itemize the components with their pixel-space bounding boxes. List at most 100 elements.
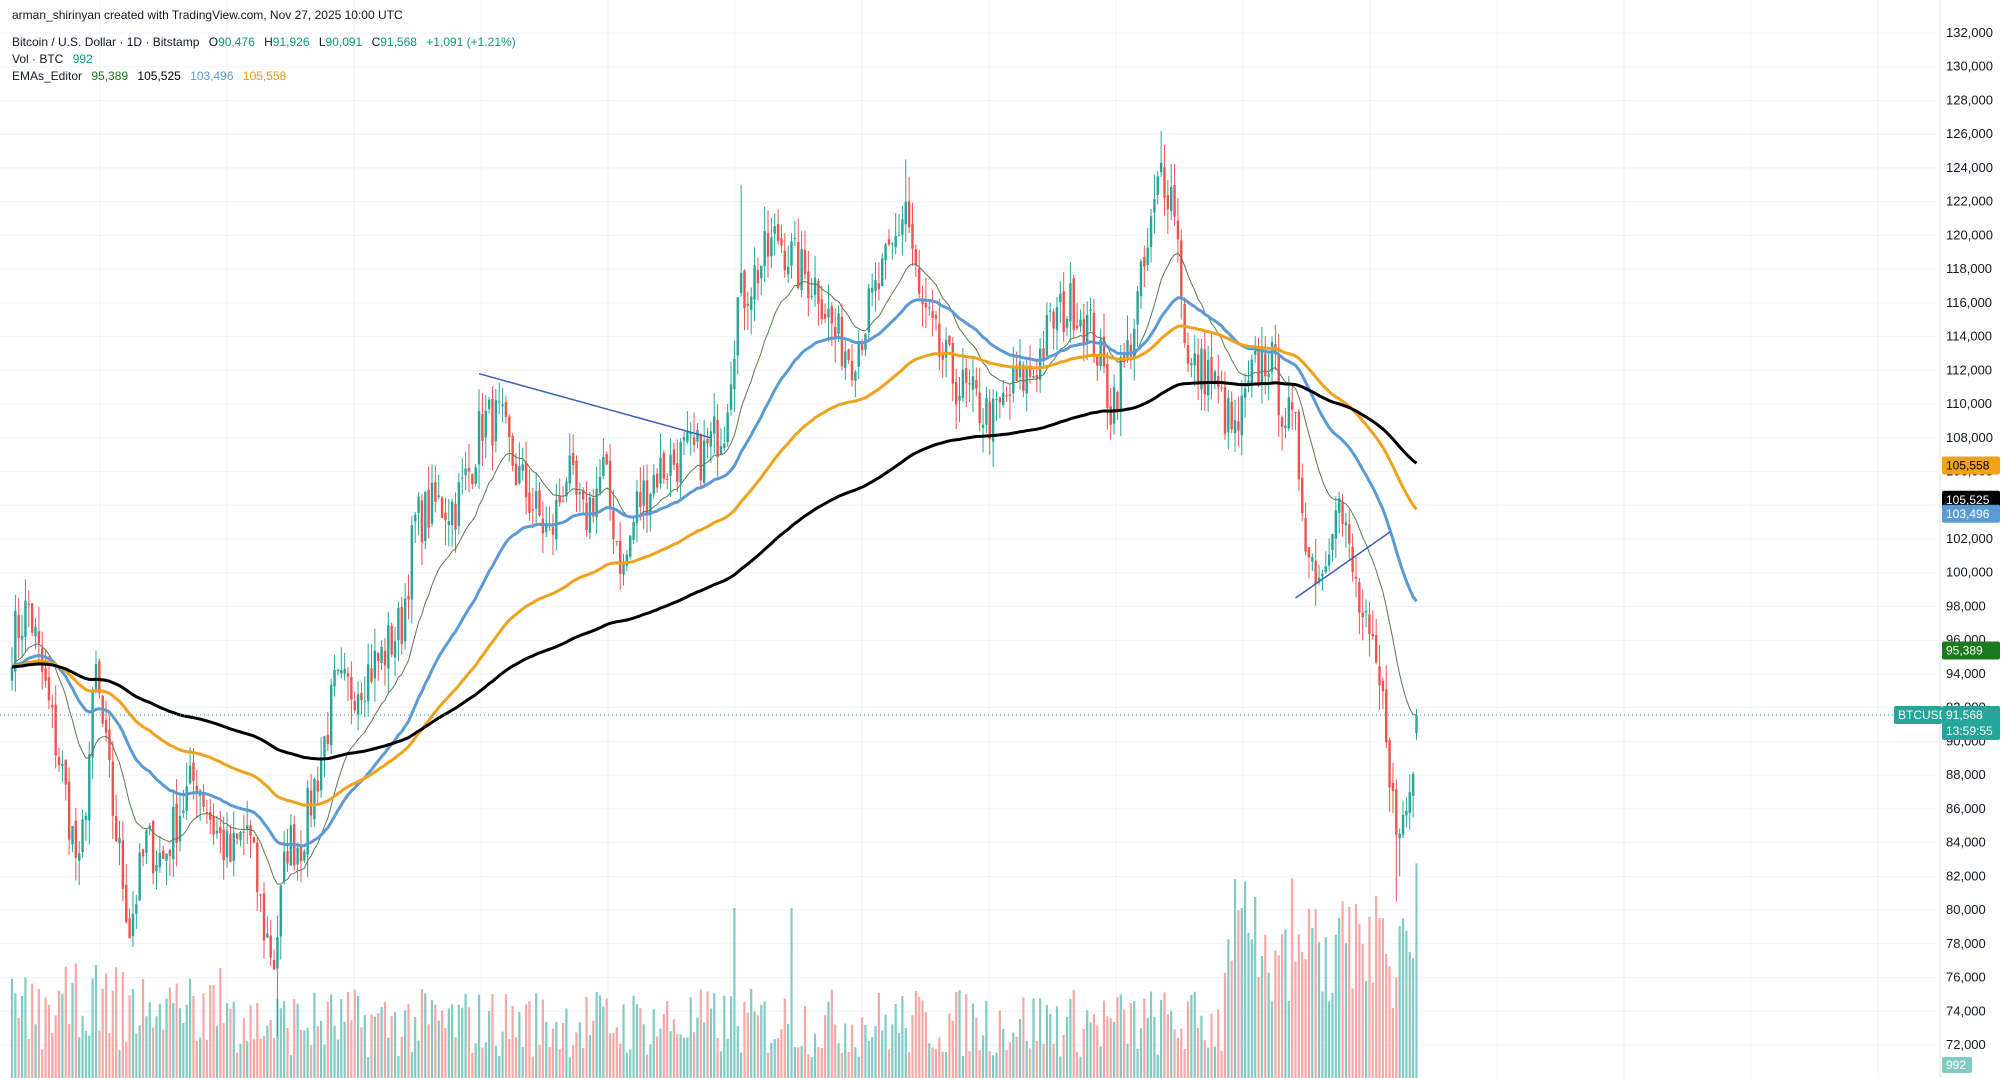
candle-body bbox=[1321, 573, 1324, 577]
volume-bar bbox=[867, 1040, 870, 1078]
grid-lines bbox=[0, 0, 1938, 1078]
volume-bar bbox=[1002, 1028, 1005, 1078]
price-tick-label: 108,000 bbox=[1946, 430, 1993, 445]
candle-body bbox=[353, 700, 356, 711]
candle-body bbox=[981, 424, 985, 428]
volume-bar bbox=[141, 978, 145, 1078]
price-tick-label: 126,000 bbox=[1946, 126, 1993, 141]
symbol-legend[interactable]: Bitcoin / U.S. Dollar · 1D · Bitstamp O9… bbox=[12, 35, 516, 49]
volume-bar bbox=[34, 1024, 37, 1078]
volume-bar bbox=[844, 1023, 847, 1078]
volume-bar bbox=[837, 1043, 840, 1078]
price-tick-label: 100,000 bbox=[1946, 565, 1993, 580]
candle-body bbox=[286, 851, 289, 864]
symbol-title: Bitcoin / U.S. Dollar · 1D · Bitstamp bbox=[12, 35, 200, 49]
candle-body bbox=[239, 831, 242, 840]
trendline[interactable] bbox=[478, 372, 712, 439]
candle-body bbox=[652, 474, 655, 495]
price-tick-label: 124,000 bbox=[1946, 160, 1993, 175]
candle-body bbox=[175, 803, 178, 844]
volume-bar bbox=[1069, 998, 1072, 1078]
volume-bar bbox=[1065, 1016, 1069, 1078]
volume-legend[interactable]: Vol · BTC 992 bbox=[12, 52, 93, 66]
candle-body bbox=[659, 457, 662, 484]
candle-body bbox=[571, 452, 575, 466]
candle-body bbox=[1408, 792, 1411, 814]
volume-bar bbox=[1203, 1040, 1206, 1078]
candle-body bbox=[1206, 360, 1210, 396]
candle-body bbox=[585, 502, 588, 530]
volume-bar bbox=[931, 1047, 934, 1078]
price-tick-label: 114,000 bbox=[1946, 329, 1992, 344]
volume-bar bbox=[1284, 929, 1287, 1078]
low-label: L bbox=[318, 35, 326, 49]
candle-body bbox=[1411, 773, 1415, 796]
high-value: 91,926 bbox=[272, 35, 310, 49]
volume-bar bbox=[602, 1006, 605, 1078]
candle-body bbox=[514, 463, 518, 486]
volume-bar bbox=[588, 1035, 592, 1078]
candle-body bbox=[1327, 554, 1331, 566]
candle-body bbox=[608, 460, 612, 507]
candle-body bbox=[272, 959, 276, 970]
volume-bar bbox=[692, 1032, 696, 1078]
candle-body bbox=[642, 480, 645, 506]
candle-body bbox=[434, 481, 437, 502]
volume-bar bbox=[605, 998, 608, 1078]
candle-body bbox=[894, 235, 897, 248]
candle-body bbox=[1015, 365, 1018, 381]
volume-bar bbox=[212, 985, 215, 1078]
candle-body bbox=[1401, 814, 1405, 835]
volume-bar bbox=[1240, 907, 1243, 1078]
volume-bar bbox=[410, 1052, 413, 1078]
volume-bar bbox=[1055, 1006, 1059, 1078]
trendlines[interactable] bbox=[0, 372, 1938, 716]
candle-body bbox=[629, 535, 632, 557]
candle-body bbox=[51, 704, 54, 708]
candle-body bbox=[330, 684, 333, 746]
candle-body bbox=[1385, 689, 1388, 743]
price-axis[interactable]: 132,000 130,000 128,000 126,000 124,000 122,0… bbox=[1894, 0, 2014, 1078]
candle-body bbox=[1233, 420, 1237, 434]
candle-body bbox=[54, 704, 57, 756]
candle-body bbox=[407, 595, 410, 600]
candle-body bbox=[679, 442, 682, 483]
volume-bar bbox=[850, 1024, 854, 1078]
price-tick-label: 112,000 bbox=[1946, 362, 1992, 377]
volume-bar bbox=[1035, 1041, 1038, 1078]
candle-body bbox=[1264, 353, 1267, 377]
candle-body bbox=[1109, 406, 1112, 425]
volume-bar bbox=[635, 1004, 639, 1078]
volume-bar bbox=[1089, 1022, 1092, 1078]
volume-bar bbox=[252, 1039, 256, 1078]
candle-body bbox=[837, 313, 840, 334]
volume-bar bbox=[118, 1050, 121, 1078]
volume-bar bbox=[1233, 879, 1237, 1078]
volume-bar bbox=[1270, 1001, 1274, 1078]
volume-bar bbox=[14, 993, 17, 1078]
candle-body bbox=[618, 540, 622, 574]
volume-bar bbox=[669, 1031, 672, 1078]
volume-bar bbox=[488, 1010, 491, 1078]
volume-bar bbox=[380, 1007, 383, 1078]
volume-bar bbox=[1200, 1015, 1203, 1078]
candle-body bbox=[622, 563, 625, 575]
volume-bar bbox=[1254, 897, 1257, 1078]
candle-body bbox=[450, 501, 454, 525]
volume-bar bbox=[1307, 908, 1311, 1078]
candle-body bbox=[400, 606, 403, 644]
candle-body bbox=[1153, 199, 1156, 213]
volume-bar bbox=[978, 1050, 981, 1078]
volume-bar bbox=[491, 994, 494, 1078]
candle-body bbox=[1163, 167, 1166, 198]
ema-legend[interactable]: EMAs_Editor 95,389 105,525 103,496 105,5… bbox=[12, 69, 286, 83]
ema200-line bbox=[11, 380, 1418, 761]
candle-body bbox=[1371, 633, 1374, 637]
candle-body bbox=[1200, 348, 1203, 390]
volume-bar bbox=[309, 1045, 313, 1078]
trendline[interactable] bbox=[1295, 531, 1391, 599]
volume-bar bbox=[887, 1049, 891, 1078]
candle-body bbox=[84, 815, 88, 820]
volume-bar bbox=[37, 988, 40, 1078]
